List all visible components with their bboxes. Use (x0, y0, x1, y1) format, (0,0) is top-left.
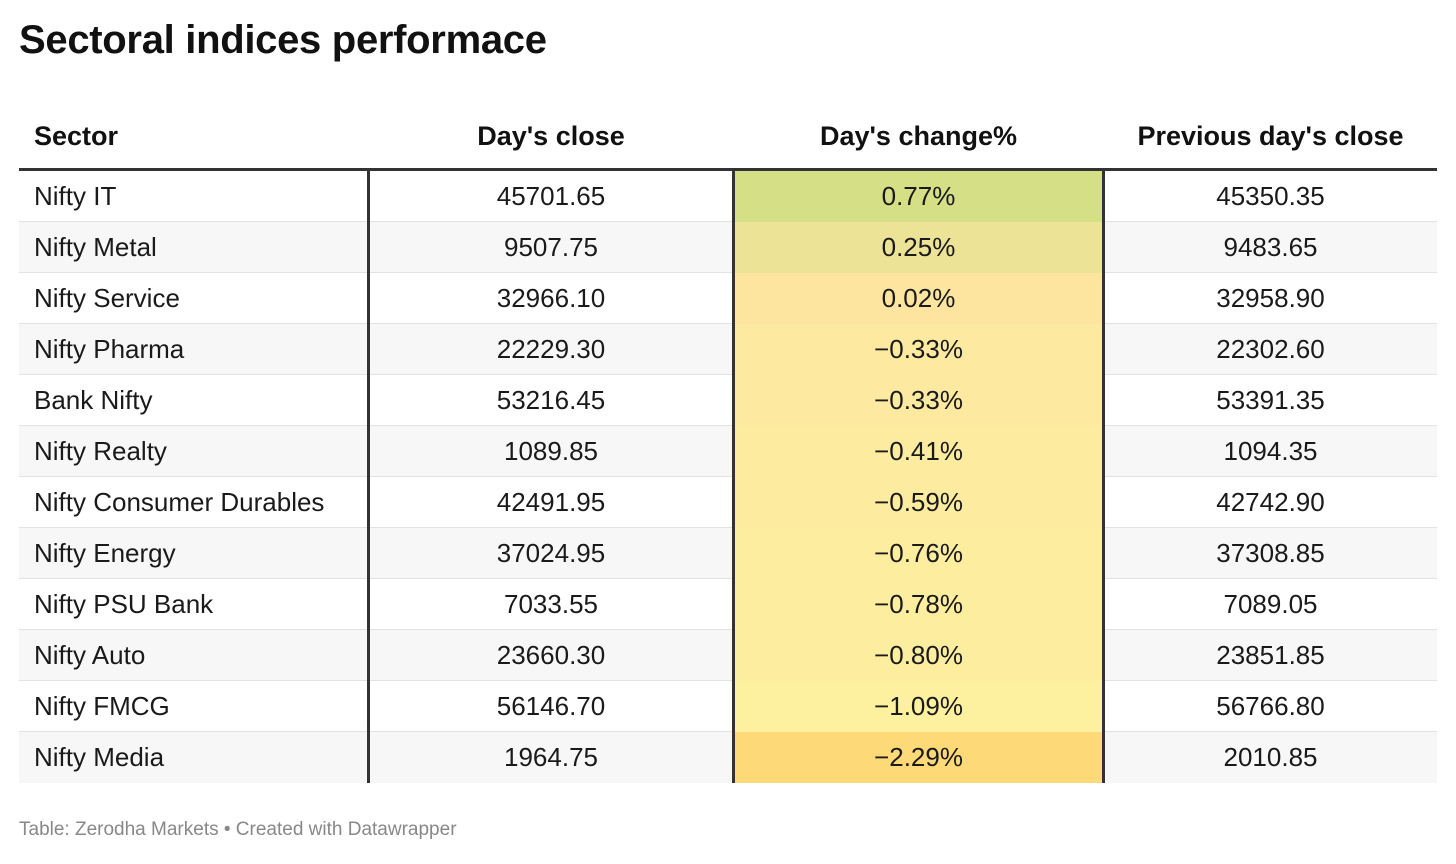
days-close-cell: 9507.75 (504, 232, 598, 262)
previous-close-cell: 45350.35 (1216, 181, 1325, 211)
days-change-cell: 0.02% (734, 273, 1103, 324)
table-body: Nifty IT 45701.65 0.77% 45350.35 Nifty Metal… (19, 171, 1437, 783)
previous-close-cell: 23851.85 (1216, 640, 1325, 670)
sector-cell: Nifty PSU Bank (34, 589, 214, 619)
table-row: Nifty Auto 23660.30 −0.80% 23851.85 (19, 630, 1437, 681)
sector-cell: Nifty FMCG (34, 691, 170, 721)
table-header: Sector Day's close Day's change% Previou… (19, 100, 1437, 171)
previous-close-cell: 42742.90 (1216, 487, 1325, 517)
table-row: Nifty Metal 9507.75 0.25% 9483.65 (19, 222, 1437, 273)
days-change-cell: −0.80% (734, 630, 1103, 681)
header-days-close[interactable]: Day's close (477, 121, 625, 151)
sector-cell: Nifty Auto (34, 640, 146, 670)
column-divider (732, 171, 735, 783)
sector-cell: Nifty Service (34, 283, 180, 313)
sector-cell: Nifty Pharma (34, 334, 185, 364)
table-row: Nifty Consumer Durables 42491.95 −0.59% 427… (19, 477, 1437, 528)
table-row: Nifty Realty 1089.85 −0.41% 1094.35 (19, 426, 1437, 477)
previous-close-cell: 1094.35 (1223, 436, 1318, 466)
previous-close-cell: 56766.80 (1216, 691, 1325, 721)
days-close-cell: 56146.70 (496, 691, 606, 721)
header-previous-close[interactable]: Previous day's close (1137, 121, 1404, 151)
days-change-cell: −1.09% (734, 681, 1103, 732)
previous-close-cell: 53391.35 (1216, 385, 1325, 415)
previous-close-cell: 32958.90 (1216, 283, 1325, 313)
sector-cell: Nifty Media (34, 742, 165, 772)
table-row: Nifty Pharma 22229.30 −0.33% 22302.60 (19, 324, 1437, 375)
previous-close-cell: 37308.85 (1216, 538, 1325, 568)
previous-close-cell: 7089.05 (1223, 589, 1318, 619)
days-close-cell: 22229.30 (496, 334, 606, 364)
days-close-cell: 45701.65 (496, 181, 606, 211)
days-change-cell: −0.76% (734, 528, 1103, 579)
table-row: Nifty Energy 37024.95 −0.76% 37308.85 (19, 528, 1437, 579)
days-change-cell: −0.33% (734, 324, 1103, 375)
table-row: Nifty FMCG 56146.70 −1.09% 56766.80 (19, 681, 1437, 732)
days-change-cell: −0.41% (734, 426, 1103, 477)
previous-close-cell: 9483.65 (1223, 232, 1318, 262)
days-change-cell: 0.25% (734, 222, 1103, 273)
table-row: Bank Nifty 53216.45 −0.33% 53391.35 (19, 375, 1437, 426)
sector-cell: Nifty IT (34, 181, 117, 211)
days-close-cell: 1089.85 (504, 436, 598, 466)
column-divider (1102, 171, 1105, 783)
table-row: Nifty PSU Bank 7033.55 −0.78% 7089.05 (19, 579, 1437, 630)
days-close-cell: 53216.45 (496, 385, 606, 415)
days-close-cell: 7033.55 (504, 589, 598, 619)
sector-cell: Bank Nifty (34, 385, 153, 415)
previous-close-cell: 22302.60 (1216, 334, 1325, 364)
days-close-cell: 42491.95 (496, 487, 606, 517)
sector-cell: Nifty Realty (34, 436, 167, 466)
days-close-cell: 1964.75 (504, 742, 598, 772)
days-change-cell: −0.78% (734, 579, 1103, 630)
page-title: Sectoral indices performace (19, 18, 547, 62)
previous-close-cell: 2010.85 (1223, 742, 1318, 772)
days-change-cell: −0.33% (734, 375, 1103, 426)
sector-cell: Nifty Energy (34, 538, 176, 568)
sector-cell: Nifty Consumer Durables (34, 487, 325, 517)
sector-cell: Nifty Metal (34, 232, 157, 262)
header-days-change[interactable]: Day's change% (819, 121, 1017, 151)
days-change-cell: 0.77% (734, 171, 1103, 222)
source-note: Table: Zerodha Markets • Created with Da… (19, 819, 457, 840)
days-change-cell: −0.59% (734, 477, 1103, 528)
days-close-cell: 23660.30 (496, 640, 606, 670)
header-sector[interactable]: Sector (34, 121, 119, 151)
days-change-cell: −2.29% (734, 732, 1103, 783)
column-divider (367, 171, 370, 783)
days-close-cell: 37024.95 (496, 538, 606, 568)
days-close-cell: 32966.10 (496, 283, 606, 313)
table-row: Nifty Service 32966.10 0.02% 32958.90 (19, 273, 1437, 324)
table-row: Nifty Media 1964.75 −2.29% 2010.85 (19, 732, 1437, 783)
table-row: Nifty IT 45701.65 0.77% 45350.35 (19, 171, 1437, 222)
sector-table: Sector Day's close Day's change% Previou… (19, 100, 1437, 783)
